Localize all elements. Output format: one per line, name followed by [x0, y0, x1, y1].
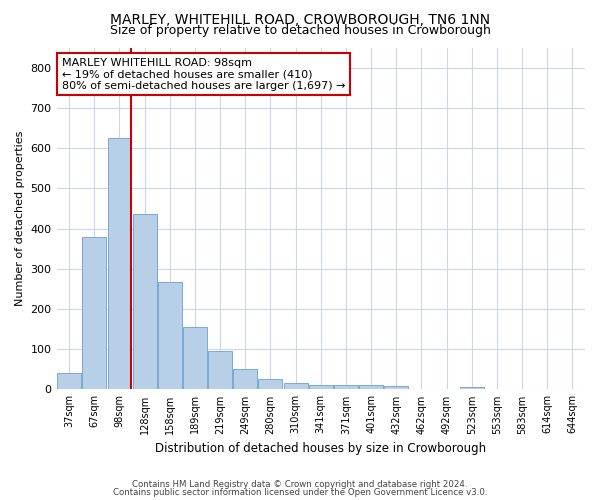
X-axis label: Distribution of detached houses by size in Crowborough: Distribution of detached houses by size … [155, 442, 487, 455]
Bar [158, 282, 182, 390]
Bar [233, 368, 257, 390]
Text: Contains HM Land Registry data © Crown copyright and database right 2024.: Contains HM Land Registry data © Crown c… [132, 480, 468, 489]
Bar [57, 372, 81, 390]
Bar [259, 378, 283, 390]
Text: MARLEY, WHITEHILL ROAD, CROWBOROUGH, TN6 1NN: MARLEY, WHITEHILL ROAD, CROWBOROUGH, TN6… [110, 12, 490, 26]
Bar [359, 385, 383, 390]
Bar [460, 386, 484, 390]
Bar [385, 386, 408, 390]
Text: Contains public sector information licensed under the Open Government Licence v3: Contains public sector information licen… [113, 488, 487, 497]
Bar [334, 385, 358, 390]
Bar [133, 214, 157, 390]
Bar [183, 327, 207, 390]
Text: Size of property relative to detached houses in Crowborough: Size of property relative to detached ho… [110, 24, 490, 37]
Bar [284, 382, 308, 390]
Y-axis label: Number of detached properties: Number of detached properties [15, 131, 25, 306]
Bar [82, 236, 106, 390]
Bar [107, 138, 131, 390]
Text: MARLEY WHITEHILL ROAD: 98sqm
← 19% of detached houses are smaller (410)
80% of s: MARLEY WHITEHILL ROAD: 98sqm ← 19% of de… [62, 58, 346, 91]
Bar [208, 351, 232, 390]
Bar [309, 385, 333, 390]
